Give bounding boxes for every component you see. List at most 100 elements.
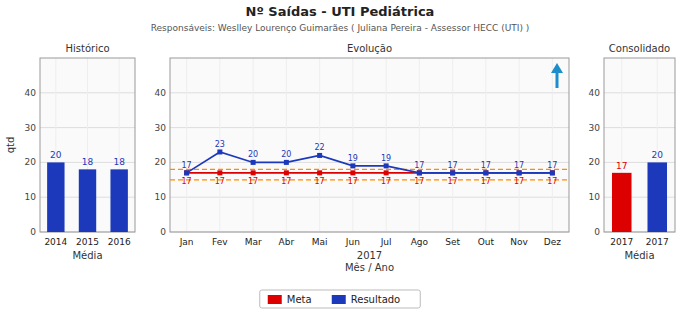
legend-frame: [260, 290, 421, 308]
arrow: [556, 72, 559, 88]
marker: [217, 170, 222, 175]
plot-frame: [604, 58, 675, 232]
marker: [284, 170, 289, 175]
data-label: 17: [514, 161, 524, 170]
grid-line: [170, 127, 569, 128]
marks: [170, 149, 569, 179]
data-label: 19: [348, 154, 358, 163]
marker: [384, 163, 389, 168]
data-label: 17: [215, 177, 225, 186]
marker: [251, 160, 256, 165]
panel: 0102030401717171717171717171717171723202…: [155, 43, 569, 273]
data-label: 17: [182, 177, 192, 186]
data-label: 19: [381, 154, 391, 163]
y-tick-label: 20: [589, 157, 601, 167]
marker: [417, 170, 422, 175]
data-label: 20: [281, 150, 291, 159]
y-tick-label: 40: [25, 88, 37, 98]
marker: [317, 153, 322, 158]
arrow-head: [551, 63, 563, 73]
data-label: 17: [281, 177, 291, 186]
grid-line: [286, 58, 287, 232]
x-tick-label: 2017: [610, 237, 633, 247]
marker: [550, 170, 555, 175]
marker: [184, 170, 189, 175]
grid-line: [419, 58, 420, 232]
marker: [550, 170, 555, 175]
marker: [317, 170, 322, 175]
x-axis-label: 2017: [357, 250, 382, 261]
data-label: 17: [547, 161, 557, 170]
grid-line: [386, 58, 387, 232]
y-tick-label: 40: [589, 88, 601, 98]
bar: [647, 162, 667, 232]
data-labels: 201818: [50, 150, 125, 167]
x-tick-label: Abr: [279, 237, 295, 247]
marks: [47, 162, 128, 232]
marker: [217, 149, 222, 154]
data-label: 17: [514, 177, 524, 186]
legend: Meta Resultado: [260, 290, 421, 308]
bar: [79, 169, 96, 232]
chart: Nº Saídas - UTI PediátricaResponsáveis: …: [0, 0, 680, 318]
data-label: 17: [481, 177, 491, 186]
y-tick-label: 10: [589, 192, 601, 202]
marker: [483, 170, 488, 175]
x-tick-label: 2014: [44, 237, 67, 247]
grid-line: [253, 58, 254, 232]
grid-line: [352, 58, 353, 232]
x-tick-label: Mar: [245, 237, 262, 247]
marker: [384, 170, 389, 175]
data-label: 17: [248, 177, 258, 186]
y-tick-label: 0: [160, 227, 166, 237]
grid-line: [186, 58, 187, 232]
x-axis-label: Mês / Ano: [345, 262, 394, 273]
line: [187, 152, 553, 173]
data-label: 17: [381, 177, 391, 186]
data-label: 17: [414, 177, 424, 186]
reference-line: [170, 179, 569, 180]
y-tick-label: 30: [25, 123, 37, 133]
grid-line: [170, 197, 569, 198]
bar: [110, 169, 127, 232]
data-label: 18: [82, 157, 94, 167]
legend-label: Resultado: [351, 294, 401, 305]
marker: [517, 170, 522, 175]
panel-title: Consolidado: [609, 43, 670, 54]
marker: [517, 170, 522, 175]
x-tick-label: Ago: [411, 237, 429, 247]
marker: [350, 170, 355, 175]
marker: [284, 160, 289, 165]
x-tick-label: Jan: [179, 237, 194, 247]
x-tick-label: Nov: [510, 237, 528, 247]
plot-frame: [40, 58, 135, 232]
data-label: 18: [113, 157, 125, 167]
bar: [47, 162, 64, 232]
grid-line: [604, 92, 675, 93]
plot-background: [170, 58, 569, 232]
x-tick-label: 2016: [108, 237, 131, 247]
panel: 010203040201818201420152016HistóricoMédi…: [5, 43, 135, 261]
plot-background: [604, 58, 675, 232]
data-label: 17: [315, 177, 325, 186]
data-label: 17: [448, 177, 458, 186]
y-tick-label: 30: [589, 123, 601, 133]
x-axis-label: Média: [72, 250, 102, 261]
plot-frame: [170, 58, 569, 232]
subtitle: Responsáveis: Weslley Lourenço Guimarães…: [151, 23, 530, 33]
legend-swatch: [332, 295, 346, 304]
data-label: 17: [182, 161, 192, 170]
panel-title: Evolução: [347, 43, 392, 54]
x-tick-label: Fev: [212, 237, 228, 247]
y-tick-label: 10: [155, 192, 167, 202]
legend-label: Meta: [287, 294, 312, 305]
y-tick-label: 30: [155, 123, 167, 133]
x-tick-label: Mai: [312, 237, 328, 247]
marker: [184, 170, 189, 175]
y-tick-label: 0: [594, 227, 600, 237]
x-tick-label: Set: [445, 237, 460, 247]
y-axis-label: qtd: [5, 137, 16, 154]
marker: [450, 170, 455, 175]
grid-line: [485, 58, 486, 232]
y-tick-label: 20: [25, 157, 37, 167]
